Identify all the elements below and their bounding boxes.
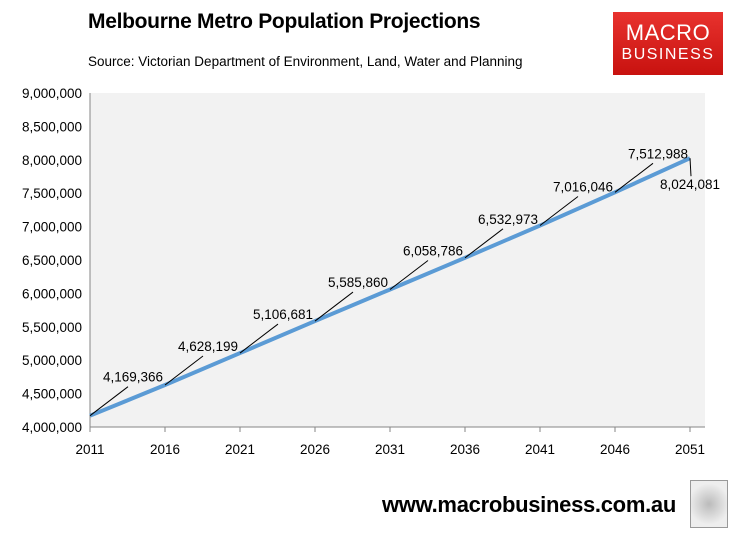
y-tick-label: 7,000,000 <box>22 220 82 235</box>
x-tick-label: 2046 <box>600 442 630 457</box>
data-label: 5,585,860 <box>328 275 388 290</box>
x-tick-label: 2026 <box>300 442 330 457</box>
data-label: 5,106,681 <box>253 307 313 322</box>
website-url: www.macrobusiness.com.au <box>382 492 676 517</box>
x-tick-label: 2031 <box>375 442 405 457</box>
logo-line1: MACRO <box>625 20 711 45</box>
x-tick-label: 2036 <box>450 442 480 457</box>
data-label: 7,016,046 <box>553 180 613 195</box>
x-tick-label: 2041 <box>525 442 555 457</box>
y-tick-label: 8,000,000 <box>22 153 82 168</box>
x-tick-label: 2021 <box>225 442 255 457</box>
x-tick-label: 2016 <box>150 442 180 457</box>
data-label-leader-line <box>89 386 129 417</box>
chart-subtitle: Source: Victorian Department of Environm… <box>88 54 523 69</box>
y-tick-label: 4,500,000 <box>22 387 82 402</box>
data-label-leader-line <box>539 196 579 226</box>
data-label: 4,169,366 <box>103 370 163 385</box>
y-tick-label: 9,000,000 <box>22 86 82 101</box>
data-label: 6,532,973 <box>478 212 538 227</box>
y-tick-label: 6,500,000 <box>22 253 82 268</box>
data-label: 8,024,081 <box>660 177 720 192</box>
data-label: 7,512,988 <box>628 146 688 161</box>
data-label-leader-line <box>389 260 429 290</box>
wolf-logo-image <box>690 480 728 528</box>
macrobusiness-logo: MACRO BUSINESS <box>613 12 723 75</box>
logo-line2: BUSINESS <box>621 46 715 63</box>
y-tick-label: 6,000,000 <box>22 286 82 301</box>
data-label-leader-line <box>164 355 204 386</box>
data-label-leader-line <box>689 158 692 177</box>
y-tick-label: 4,000,000 <box>22 420 82 435</box>
y-tick-label: 8,500,000 <box>22 119 82 134</box>
data-label-leader-line <box>314 291 354 322</box>
x-tick-label: 2051 <box>675 442 705 457</box>
data-label: 4,628,199 <box>178 339 238 354</box>
x-tick-label: 2011 <box>75 442 104 457</box>
y-tick-label: 5,000,000 <box>22 353 82 368</box>
data-label-leader-line <box>239 323 279 354</box>
y-tick-label: 5,500,000 <box>22 320 82 335</box>
data-label-leader-line <box>464 228 504 259</box>
data-label-leader-line <box>614 162 654 193</box>
chart-title: Melbourne Metro Population Projections <box>88 10 481 33</box>
y-tick-label: 7,500,000 <box>22 186 82 201</box>
data-label: 6,058,786 <box>403 243 463 258</box>
